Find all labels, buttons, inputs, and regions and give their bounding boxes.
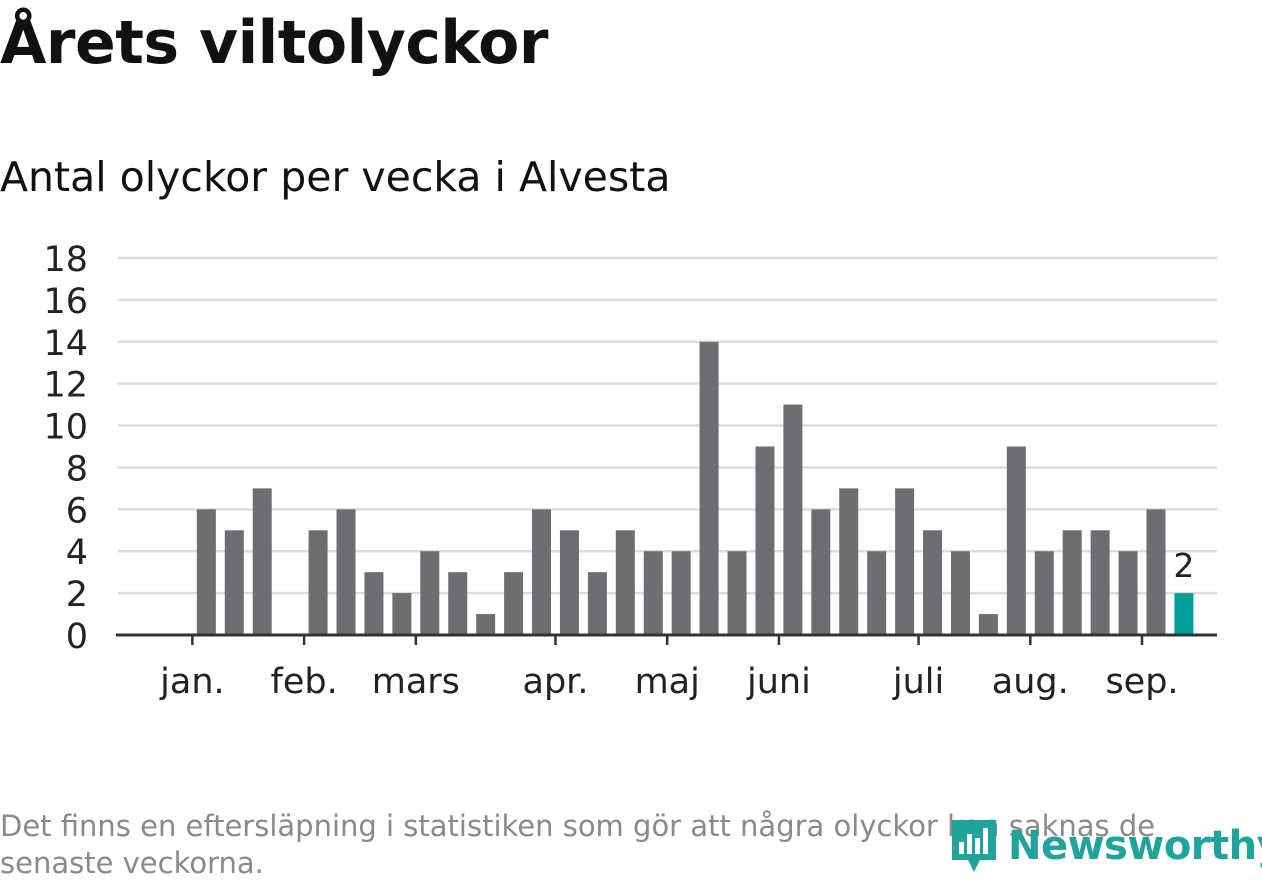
bar [587,572,607,635]
bar [978,614,998,635]
bar [671,551,691,635]
bar [392,593,412,635]
data-label: 2 [1173,546,1194,585]
bar [420,551,440,635]
bar [923,530,943,635]
bar [336,509,356,635]
chart-title: Årets viltolyckor [0,8,549,78]
bar [1090,530,1110,635]
bar [755,446,775,635]
bar [895,488,915,635]
bar-highlight [1174,593,1194,635]
bar [811,509,831,635]
bar [559,530,579,635]
y-tick-label: 12 [43,366,88,406]
bar [532,509,552,635]
newsworthy-logo: Newsworthy [948,816,1262,876]
x-tick-label: aug. [992,662,1069,702]
x-tick-label: mars [372,662,460,702]
x-tick-label: maj [635,662,700,702]
bar [839,488,859,635]
y-tick-label: 16 [43,282,88,322]
chart-subtitle: Antal olyckor per vecka i Alvesta [0,153,671,201]
y-tick-label: 14 [43,324,88,364]
bar [727,551,747,635]
bar [476,614,496,635]
x-tick-label: feb. [271,662,338,702]
bar [1006,446,1026,635]
bar [504,572,524,635]
y-tick-label: 0 [66,617,88,657]
y-tick-label: 8 [66,449,88,489]
bar [950,551,970,635]
x-tick-label: juni [746,662,811,702]
x-tick-label: sep. [1105,662,1178,702]
bar [643,551,663,635]
bar-chart-pin-icon [952,820,996,872]
bar [196,509,216,635]
y-tick-label: 6 [66,491,88,531]
bar [867,551,887,635]
bar [252,488,272,635]
y-tick-label: 18 [43,240,88,280]
bar [783,404,803,635]
bar [448,572,468,635]
logo-brand-text: Newsworthy [1008,823,1262,869]
x-tick-label: apr. [523,662,589,702]
bar [1118,551,1138,635]
y-tick-label: 4 [66,533,88,573]
bar [1062,530,1082,635]
x-tick-label: jan. [159,662,224,702]
bar [699,341,719,635]
bar [615,530,635,635]
y-tick-label: 2 [66,575,88,615]
bar [308,530,328,635]
bar [224,530,244,635]
bar [1034,551,1054,635]
x-tick-label: juli [892,662,944,702]
bar [1146,509,1166,635]
y-tick-label: 10 [43,408,88,448]
bar [364,572,384,635]
